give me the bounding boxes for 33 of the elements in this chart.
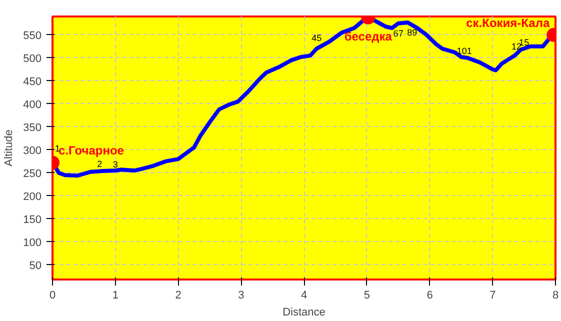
x-tick-label: 4 xyxy=(300,290,308,302)
y-axis-title: Altitude xyxy=(3,130,16,166)
annotation: 15 xyxy=(519,38,530,48)
x-tick-label: 5 xyxy=(364,290,370,302)
annotation: 101 xyxy=(456,46,472,56)
y-tick-label: 50 xyxy=(29,260,42,272)
y-tick-label: 250 xyxy=(23,168,42,180)
y-tick-label: 450 xyxy=(23,76,42,88)
x-tick-label: 2 xyxy=(175,290,182,302)
x-tick-label: 8 xyxy=(552,290,559,302)
x-tick-label: 6 xyxy=(426,290,433,302)
y-tick-label: 100 xyxy=(23,236,42,249)
annotation: 3 xyxy=(112,160,118,170)
annotation: 1 xyxy=(55,143,60,154)
x-tick-label: 7 xyxy=(490,290,496,302)
y-tick-label: 300 xyxy=(23,144,42,157)
annotation: 45 xyxy=(312,33,322,44)
x-tick-label: 0 xyxy=(49,290,56,302)
x-axis-title: Distance xyxy=(282,306,326,318)
annotation: ск.Кокия-Кала xyxy=(466,16,550,30)
y-tick-label: 350 xyxy=(23,122,42,134)
x-tick-label: 3 xyxy=(238,290,244,302)
x-tick-label: 1 xyxy=(112,290,118,302)
annotation: 67 xyxy=(393,28,404,38)
y-tick-label: 500 xyxy=(23,52,42,65)
annotation: 2 xyxy=(97,159,102,170)
y-tick-label: 400 xyxy=(23,98,42,111)
y-tick-label: 150 xyxy=(23,214,42,226)
annotation: с.Гочарное xyxy=(58,144,124,158)
annotation: 12 xyxy=(512,41,522,52)
y-tick-label: 200 xyxy=(23,190,42,203)
y-tick-label: 550 xyxy=(23,30,42,42)
annotation: 89 xyxy=(407,27,418,38)
